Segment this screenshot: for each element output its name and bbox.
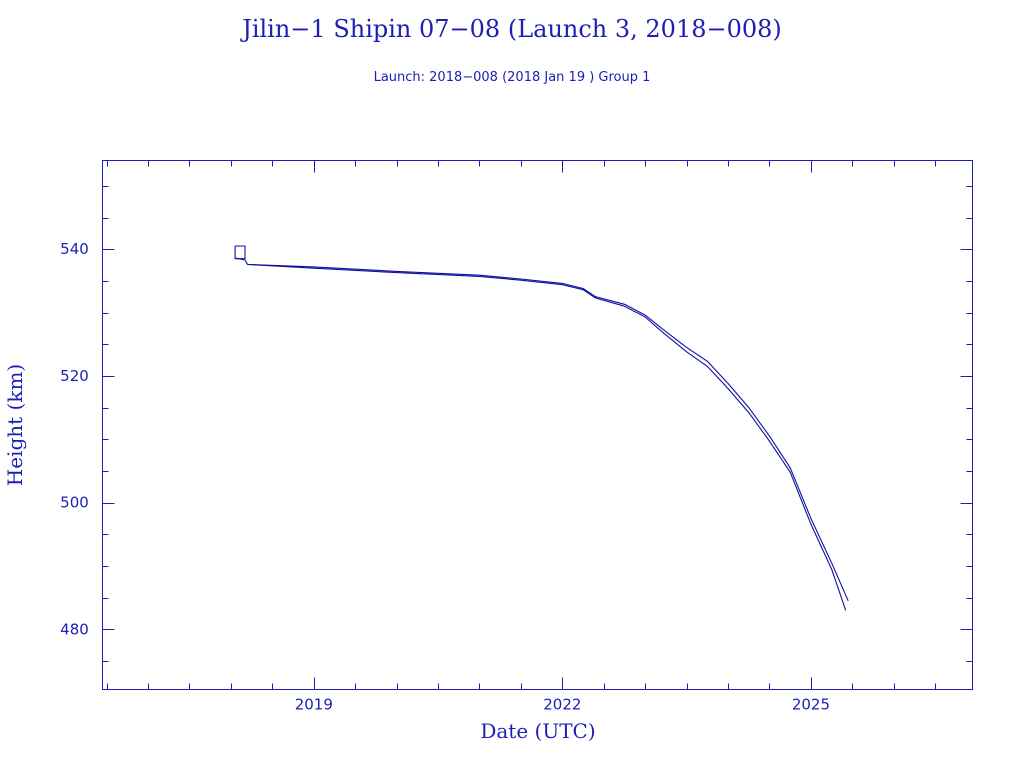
x-tick-label: 2025 <box>792 696 830 714</box>
chart-subtitle: Launch: 2018−008 (2018 Jan 19 ) Group 1 <box>374 70 651 85</box>
y-axis-label: Height (km) <box>3 364 27 486</box>
y-tick-label: 520 <box>60 367 89 385</box>
y-tick-labels: 480 500 520 540 <box>60 240 89 638</box>
y-tick-label: 500 <box>60 494 89 512</box>
y-tick-label: 480 <box>60 620 89 638</box>
series-line-1 <box>234 245 246 260</box>
x-tick-labels: 2019 2022 2025 <box>295 696 830 714</box>
tick-marks <box>102 160 973 690</box>
series-line-2 <box>234 257 849 602</box>
x-tick-label: 2019 <box>295 696 333 714</box>
y-tick-label: 540 <box>60 240 89 258</box>
x-axis-label: Date (UTC) <box>480 719 595 743</box>
plot-frame <box>102 160 973 690</box>
chart-title: Jilin−1 Shipin 07−08 (Launch 3, 2018−008… <box>239 15 782 43</box>
series-line-3 <box>247 263 847 611</box>
data-lines <box>234 245 849 611</box>
x-tick-label: 2022 <box>543 696 581 714</box>
